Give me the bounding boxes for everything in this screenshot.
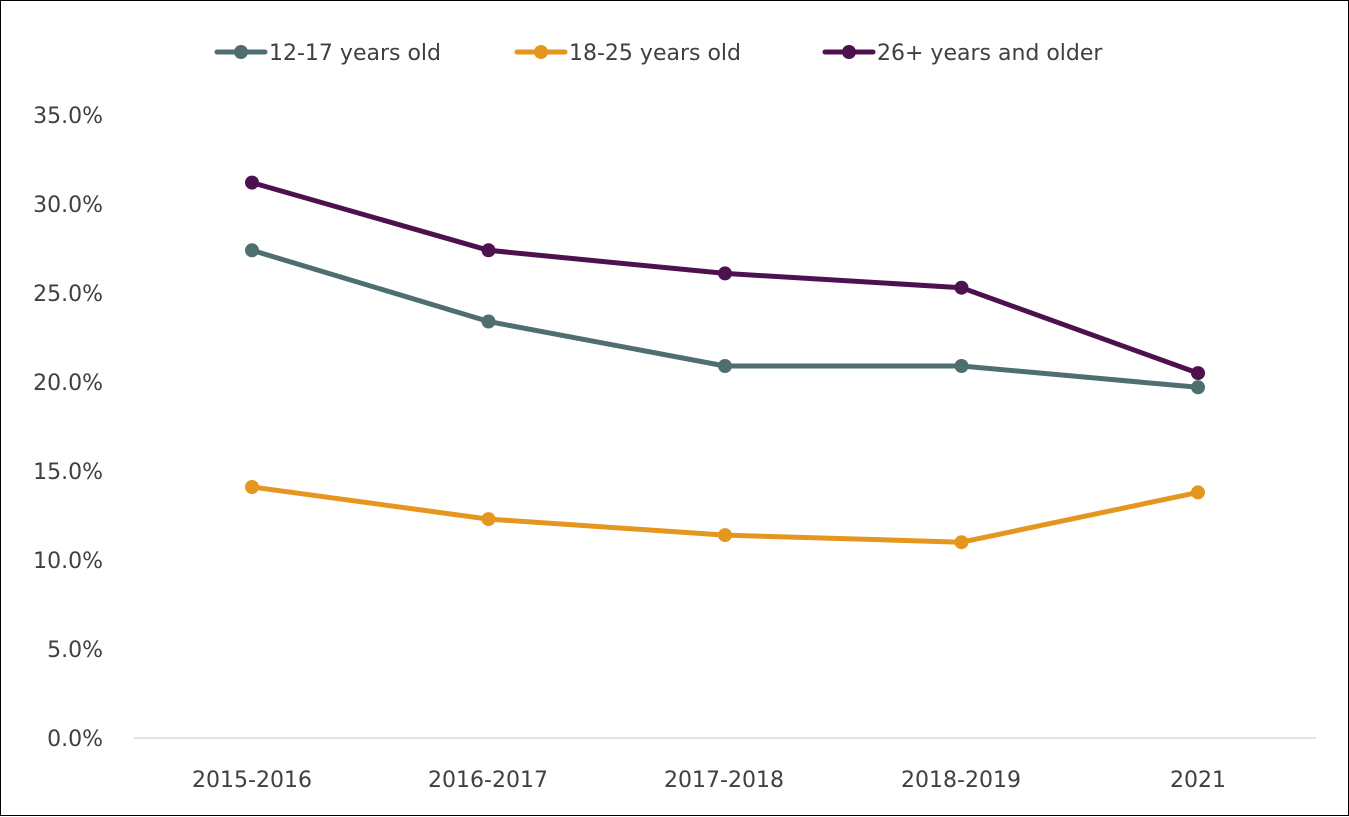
x-tick-label: 2016-2017 xyxy=(428,768,548,793)
y-tick-label: 10.0% xyxy=(33,549,103,574)
data-point xyxy=(718,266,732,281)
series-group xyxy=(245,175,1205,381)
legend-item: 18-25 years old xyxy=(514,41,741,66)
legend: 12-17 years old 18-25 years old 26+ year… xyxy=(214,41,1103,66)
legend-label: 12-17 years old xyxy=(269,41,441,66)
y-tick-label: 0.0% xyxy=(47,727,103,752)
legend-swatch-marker xyxy=(234,45,248,59)
legend-item: 12-17 years old xyxy=(214,41,441,66)
data-point xyxy=(1191,366,1205,381)
y-tick-label: 5.0% xyxy=(47,638,103,663)
data-point xyxy=(481,243,496,258)
x-axis: 2015-2016 2016-2017 2017-2018 2018-2019 … xyxy=(192,768,1226,793)
legend-swatch-marker xyxy=(842,45,856,59)
data-point xyxy=(954,535,969,550)
y-tick-label: 35.0% xyxy=(33,104,103,129)
x-tick-label: 2021 xyxy=(1170,768,1226,793)
x-tick-label: 2017-2018 xyxy=(664,768,784,793)
data-point xyxy=(481,512,496,527)
series-group xyxy=(245,480,1205,550)
y-tick-label: 30.0% xyxy=(33,193,103,218)
data-point xyxy=(718,359,732,373)
y-tick-label: 25.0% xyxy=(33,282,103,307)
data-point xyxy=(954,280,969,295)
data-point xyxy=(481,314,496,329)
legend-item: 26+ years and older xyxy=(822,41,1103,66)
data-point xyxy=(718,528,732,543)
series-group xyxy=(245,243,1205,395)
plot-series xyxy=(245,175,1205,550)
legend-label: 18-25 years old xyxy=(569,41,741,66)
y-tick-label: 15.0% xyxy=(33,460,103,485)
data-point xyxy=(1191,485,1205,500)
data-point xyxy=(1191,380,1205,395)
y-axis: 0.0% 5.0% 10.0% 15.0% 20.0% 25.0% 30.0% … xyxy=(33,104,103,752)
data-point xyxy=(245,243,259,258)
x-tick-label: 2018-2019 xyxy=(901,768,1021,793)
y-tick-label: 20.0% xyxy=(33,371,103,396)
legend-swatch-marker xyxy=(534,45,548,59)
data-point xyxy=(245,480,259,494)
data-point xyxy=(954,359,969,373)
data-point xyxy=(245,175,259,190)
legend-label: 26+ years and older xyxy=(877,41,1103,66)
x-tick-label: 2015-2016 xyxy=(192,768,312,793)
